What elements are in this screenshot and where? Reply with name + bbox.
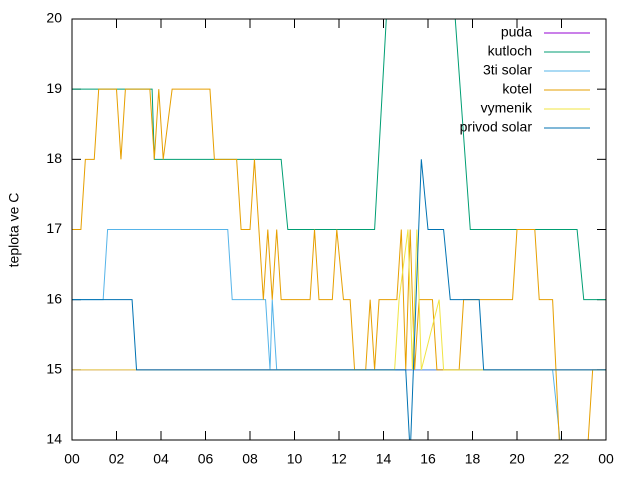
legend-label: puda (501, 24, 532, 40)
y-tick-label: 18 (46, 150, 62, 166)
x-tick-label: 20 (509, 451, 525, 467)
y-tick-label: 16 (46, 290, 62, 306)
legend-label: kotel (502, 81, 532, 97)
legend-label: kutloch (488, 43, 532, 59)
series-line (72, 88, 606, 440)
x-tick-label: 14 (376, 451, 392, 467)
x-tick-label: 00 (598, 451, 614, 467)
legend-label: vymenik (481, 100, 533, 116)
x-tick-label: 10 (287, 451, 303, 467)
x-tick-label: 18 (465, 451, 481, 467)
y-tick-label: 17 (46, 220, 62, 236)
x-tick-label: 08 (242, 451, 258, 467)
x-tick-label: 22 (554, 451, 570, 467)
series-line (72, 229, 606, 371)
y-tick-label: 14 (46, 431, 62, 447)
x-tick-label: 02 (109, 451, 125, 467)
y-tick-label: 20 (46, 10, 62, 26)
legend-label: 3ti solar (483, 62, 532, 78)
series-line (72, 229, 561, 440)
legend-label: privod solar (460, 119, 533, 135)
y-tick-label: 19 (46, 80, 62, 96)
x-tick-label: 16 (420, 451, 436, 467)
y-axis-label: teplota ve C (6, 193, 22, 268)
x-tick-label: 04 (153, 451, 169, 467)
plot-area (72, 19, 606, 440)
series-line (72, 159, 606, 440)
y-tick-label: 15 (46, 361, 62, 377)
x-tick-label: 12 (331, 451, 347, 467)
x-tick-label: 06 (198, 451, 214, 467)
plot-border (71, 18, 607, 441)
x-tick-label: 00 (64, 451, 80, 467)
